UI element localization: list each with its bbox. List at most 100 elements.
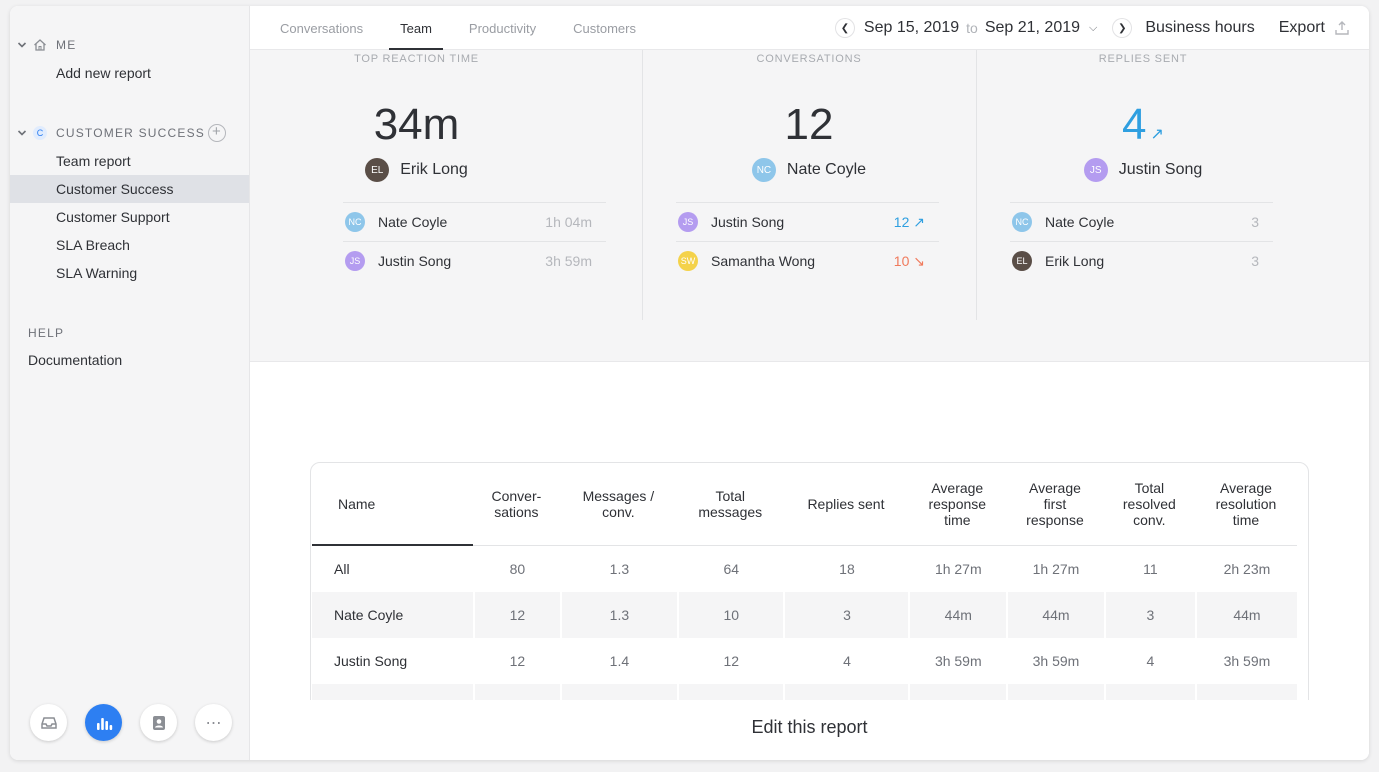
table-cell: 1.4 <box>559 638 677 684</box>
reports-icon[interactable] <box>85 704 122 741</box>
stat-value-wrap: 4 ↗ <box>977 100 1309 150</box>
edit-report-button[interactable]: Edit this report <box>751 717 868 737</box>
leader-name: Justin Song <box>1118 161 1203 178</box>
stat-value: 4 <box>1122 100 1147 149</box>
table-cell: 3 <box>1103 592 1195 638</box>
date-range-controls: ❮ Sep 15, 2019 to Sep 21, 2019 ⌵ ❯ Busin… <box>835 6 1349 50</box>
sidebar-item-add-new-report[interactable]: Add new report <box>56 65 151 81</box>
table-cell: 12 <box>473 592 560 638</box>
add-report-icon[interactable]: + <box>208 124 226 142</box>
tab-productivity[interactable]: Productivity <box>468 20 537 36</box>
date-from[interactable]: Sep 15, 2019 <box>863 19 960 36</box>
me-section-header[interactable]: ME <box>10 35 250 55</box>
column-header-avg-first-response[interactable]: Average first response <box>1006 463 1104 546</box>
avatar: EL <box>365 158 390 182</box>
sidebar-item-customer-support[interactable]: Customer Support <box>56 209 170 225</box>
chevron-down-icon[interactable]: ⌵ <box>1089 21 1098 34</box>
leader-name: Nate Coyle <box>786 161 867 178</box>
column-header-total-messages[interactable]: Total messages <box>677 463 784 546</box>
table-cell: 1h 27m <box>908 546 1006 592</box>
tab-conversations[interactable]: Conversations <box>280 20 364 36</box>
table-cell: 12 <box>473 638 560 684</box>
documentation-link[interactable]: Documentation <box>28 352 123 368</box>
app-window: ME Add new report C CUSTOMER SUCCESS + T… <box>10 6 1369 760</box>
sidebar-item-sla-warning[interactable]: SLA Warning <box>56 265 138 281</box>
table-row[interactable]: Nate Coyle 12 1.3 10 3 44m 44m 3 44m <box>312 592 1297 638</box>
agent-name: Justin Song <box>711 214 785 230</box>
column-header-conversations[interactable]: Conver- sations <box>473 463 560 546</box>
date-to[interactable]: Sep 21, 2019 <box>984 19 1081 36</box>
leader-name: Erik Long <box>400 161 468 178</box>
agent-name: Justin Song <box>378 253 452 269</box>
table-cell: 3h 59m <box>1006 638 1104 684</box>
business-hours-toggle[interactable]: Business hours <box>1145 19 1255 36</box>
inbox-icon[interactable] <box>30 704 67 741</box>
table-row[interactable]: Justin Song 12 1.4 12 4 3h 59m 3h 59m 4 … <box>312 638 1297 684</box>
table-cell: 18 <box>783 546 908 592</box>
table-cell: 10 <box>677 592 784 638</box>
table-cell: 12 <box>677 638 783 684</box>
avatar: JS <box>345 251 365 271</box>
agent-name: Samantha Wong <box>711 253 816 269</box>
table-cell: 1.3 <box>559 546 677 592</box>
sidebar-item-team-report[interactable]: Team report <box>56 153 131 169</box>
tab-team[interactable]: Team <box>389 6 443 50</box>
agent-value: 3 <box>1251 253 1259 269</box>
customer-success-section-header[interactable]: C CUSTOMER SUCCESS + <box>10 123 250 143</box>
leaderboard-section: TOP REACTION TIME 34m EL Erik Long NC Na… <box>250 50 1369 362</box>
edit-report-bar: Edit this report <box>250 700 1369 760</box>
column-header-name[interactable]: Name <box>312 463 473 546</box>
sidebar-item-customer-success[interactable]: Customer Success <box>10 175 249 203</box>
contacts-icon[interactable] <box>140 704 177 741</box>
more-icon[interactable]: ⋯ <box>195 704 232 741</box>
cell-name: Nate Coyle <box>312 592 473 638</box>
stat-replies-sent: REPLIES SENT 4 ↗ JS Justin Song NC Nate C… <box>976 50 1309 320</box>
agent-value: 12 ↗ <box>893 213 925 230</box>
stat-title: TOP REACTION TIME <box>354 53 479 65</box>
table-cell: 2h 23m <box>1194 546 1297 592</box>
agent-name: Nate Coyle <box>1045 214 1115 230</box>
table-cell: 44m <box>1194 592 1297 638</box>
table-cell: 44m <box>1006 592 1104 638</box>
list-item: NC Nate Coyle 3 <box>1010 202 1273 241</box>
list-item: EL Erik Long 3 <box>1010 241 1273 280</box>
report-tabs: Conversations Team Productivity Customer… <box>280 6 662 50</box>
stat-top-reaction-time: TOP REACTION TIME 34m EL Erik Long NC Na… <box>250 50 606 320</box>
avatar: JS <box>678 212 698 232</box>
column-header-messages-per-conv[interactable]: Messages / conv. <box>559 463 678 546</box>
stat-list: NC Nate Coyle 3 EL Erik Long 3 <box>1010 202 1273 280</box>
stat-title: CONVERSATIONS <box>756 53 862 65</box>
stat-title: REPLIES SENT <box>1098 53 1188 65</box>
avatar: NC <box>1012 212 1032 232</box>
table-cell: 11 <box>1103 546 1195 592</box>
table-row[interactable]: All 80 1.3 64 18 1h 27m 1h 27m 11 2h 23m <box>312 546 1297 592</box>
chevron-left-icon[interactable]: ❮ <box>835 19 854 37</box>
chevron-down-icon[interactable] <box>17 128 27 138</box>
chevron-right-icon[interactable]: ❯ <box>1113 19 1132 37</box>
sidebar-item-sla-breach[interactable]: SLA Breach <box>56 237 130 253</box>
trend-up-icon: ↗ <box>1150 126 1164 143</box>
column-header-total-resolved[interactable]: Total resolved conv. <box>1103 463 1195 546</box>
me-section-label: ME <box>56 38 77 52</box>
tab-customers[interactable]: Customers <box>573 20 636 36</box>
avatar: EL <box>1012 251 1032 271</box>
avatar: JS <box>1083 158 1108 182</box>
export-icon[interactable] <box>1335 21 1349 35</box>
agent-value: 3h 59m <box>545 253 592 269</box>
table-header-row: Name Conver- sations Messages / conv. To… <box>312 463 1297 546</box>
stat-value: 34m <box>373 100 460 149</box>
help-section-label: HELP <box>28 326 65 340</box>
team-badge: C <box>33 126 47 140</box>
export-button[interactable]: Export <box>1278 19 1325 36</box>
chevron-down-icon[interactable] <box>17 40 27 50</box>
list-item: NC Nate Coyle 1h 04m <box>343 202 606 241</box>
team-table: Name Conver- sations Messages / conv. To… <box>312 463 1297 730</box>
column-header-replies-sent[interactable]: Replies sent <box>783 463 909 546</box>
list-item: SW Samantha Wong 10 ↘ <box>676 241 939 280</box>
agent-name: Nate Coyle <box>378 214 448 230</box>
table-cell: 4 <box>783 638 908 684</box>
table-cell: 80 <box>473 546 560 592</box>
column-header-avg-resolution-time[interactable]: Average resolution time <box>1194 463 1297 546</box>
column-header-avg-response-time[interactable]: Average response time <box>908 463 1007 546</box>
stat-conversations: CONVERSATIONS 12 NC Nate Coyle JS Justin… <box>642 50 975 320</box>
